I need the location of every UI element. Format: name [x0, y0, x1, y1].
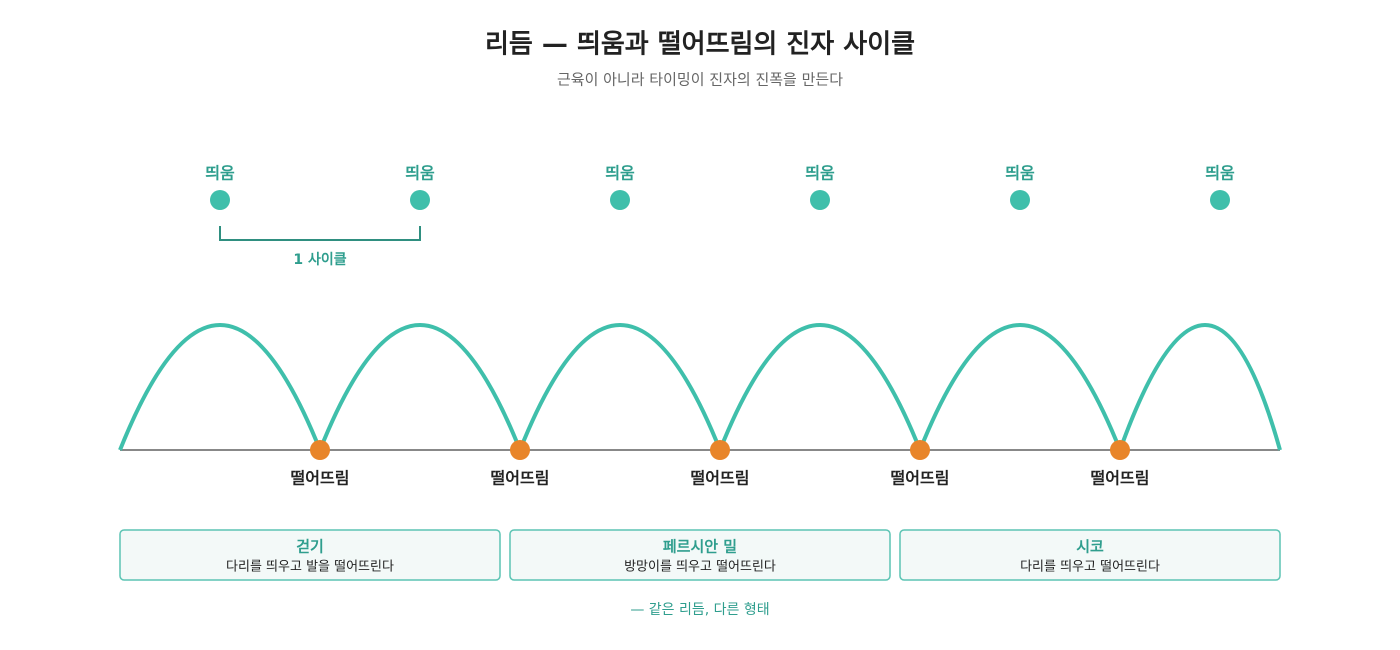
card-desc: 다리를 띄우고 발을 떨어뜨린다 [226, 560, 394, 575]
card [899, 529, 1281, 581]
cycle-bracket [219, 226, 421, 241]
lift-label: 띄움 [1005, 164, 1035, 183]
drop-label: 떨어뜨림 [291, 469, 350, 488]
lift-label: 띄움 [1205, 164, 1235, 183]
drop-label: 떨어뜨림 [1091, 469, 1150, 488]
lift-dot [610, 190, 630, 210]
card-title: 시코 [1076, 538, 1104, 556]
drop-dot [310, 440, 330, 460]
subtitle: 근육이 아니라 타이밍이 진자의 진폭을 만든다 [557, 71, 843, 89]
drop-label: 떨어뜨림 [491, 469, 550, 488]
drop-dot [710, 440, 730, 460]
drop-dot [510, 440, 530, 460]
footer: — 같은 리듬, 다른 형태 [630, 602, 769, 618]
card [119, 529, 501, 581]
lift-dot [210, 190, 230, 210]
pendulum-arcs [118, 323, 1282, 456]
card-title: 걷기 [296, 538, 324, 556]
lift-dot [1010, 190, 1030, 210]
card-title: 페르시안 밀 [663, 538, 737, 556]
lift-label: 띄움 [205, 164, 235, 183]
title: 리듬 — 띄움과 떨어뜨림의 진자 사이클 [485, 30, 915, 60]
lift-dot [1210, 190, 1230, 210]
lift-label: 띄움 [805, 164, 835, 183]
cycle-label: 1 사이클 [293, 251, 346, 268]
lift-label: 띄움 [405, 164, 435, 183]
drop-label: 떨어뜨림 [891, 469, 950, 488]
lift-dot [810, 190, 830, 210]
drop-dot [910, 440, 930, 460]
card-desc: 방망이를 띄우고 떨어뜨린다 [624, 560, 776, 575]
card [509, 529, 891, 581]
card-desc: 다리를 띄우고 떨어뜨린다 [1020, 560, 1160, 575]
drop-dot [1110, 440, 1130, 460]
drop-label: 떨어뜨림 [691, 469, 750, 488]
lift-label: 띄움 [605, 164, 635, 183]
lift-dot [410, 190, 430, 210]
